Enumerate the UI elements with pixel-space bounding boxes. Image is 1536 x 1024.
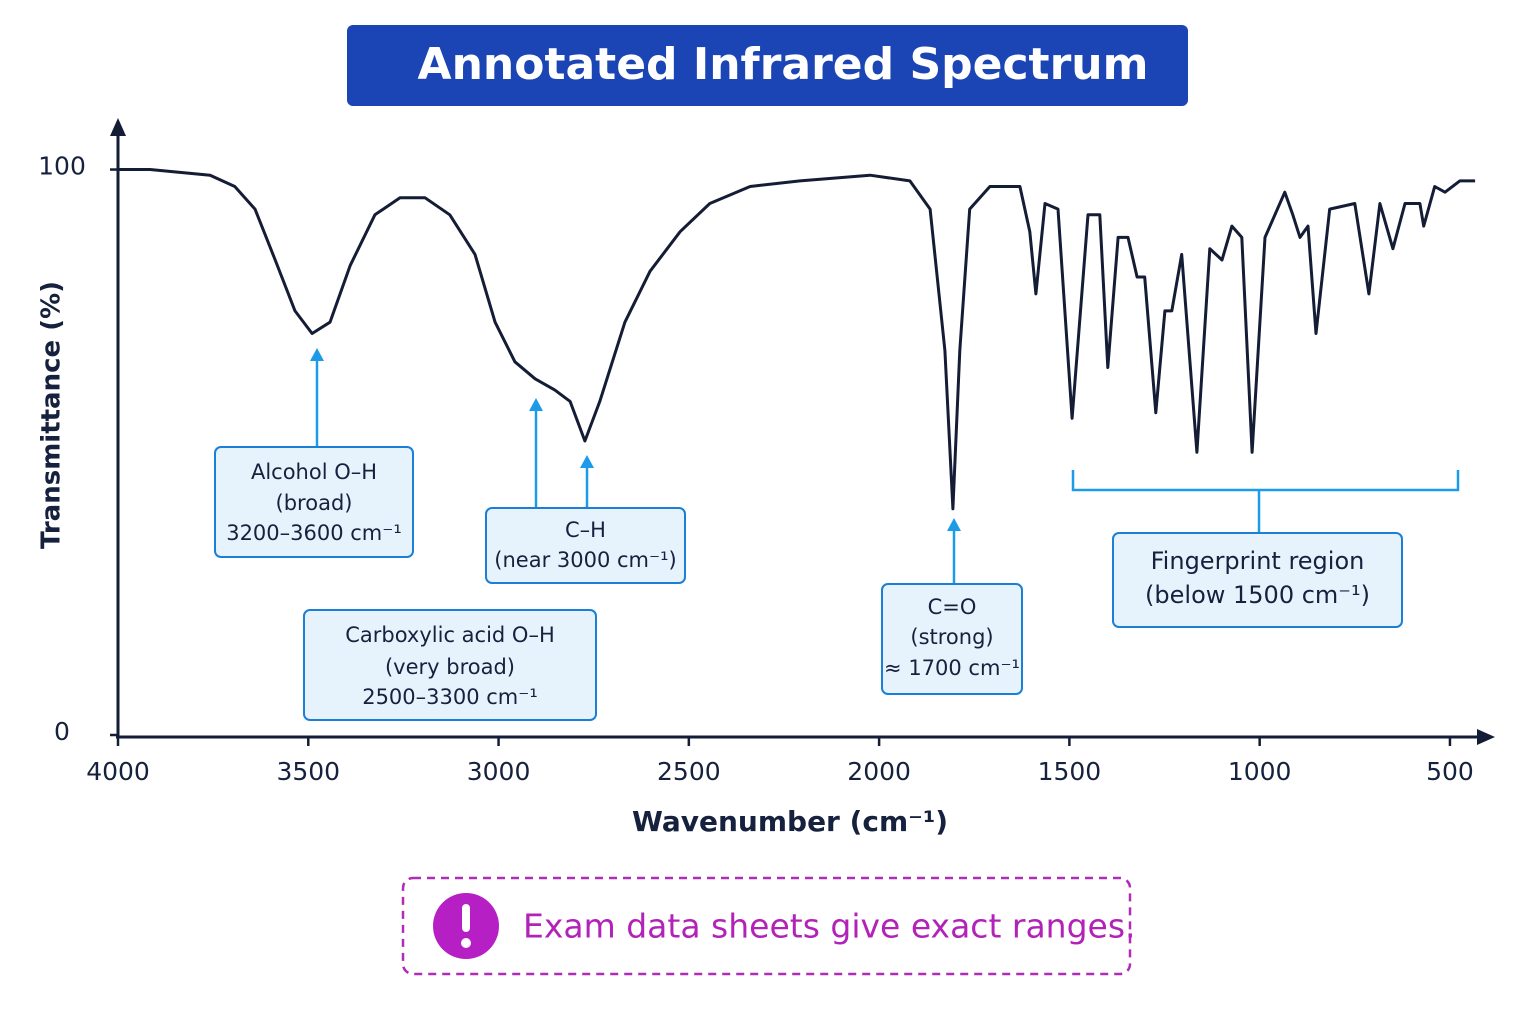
annotation-text: (very broad) xyxy=(385,655,515,679)
x-tick-label: 4000 xyxy=(86,757,150,786)
note-icon-dot xyxy=(461,938,471,948)
annotation-text: Carboxylic acid O–H xyxy=(345,623,555,647)
note-text: Exam data sheets give exact ranges. xyxy=(523,907,1136,946)
annotation-text: C=O xyxy=(928,595,977,619)
spectrum-line xyxy=(118,168,1476,511)
y-tick-label: 100 xyxy=(38,152,86,181)
x-tick-label: 1500 xyxy=(1038,757,1102,786)
x-tick-label: 3500 xyxy=(276,757,340,786)
annotation-arrowhead xyxy=(580,455,594,468)
annotation-text: Alcohol O–H xyxy=(251,460,377,484)
annotation-box xyxy=(303,609,597,721)
annotation-text: (near 3000 cm⁻¹) xyxy=(494,548,676,572)
annotation-text: 3200–3600 cm⁻¹ xyxy=(226,521,402,545)
note-icon-bar xyxy=(462,904,470,932)
note-box xyxy=(401,876,1132,976)
axes xyxy=(116,130,1485,739)
annotation-text: (broad) xyxy=(276,491,353,515)
x-tick-label: 2500 xyxy=(657,757,721,786)
y-axis-label: Transmittance (%) xyxy=(37,281,67,549)
annotation-text: Fingerprint region xyxy=(1151,547,1365,575)
x-tick-label: 2000 xyxy=(847,757,911,786)
x-tick-label: 1000 xyxy=(1228,757,1292,786)
annotation-box xyxy=(881,583,1023,695)
annotation-box xyxy=(485,507,686,584)
annotation-arrowhead xyxy=(529,398,543,411)
x-axis-label: Wavenumber (cm⁻¹) xyxy=(632,805,948,838)
fingerprint-bracket xyxy=(1071,470,1460,533)
chart-title: Annotated Infrared Spectrum xyxy=(418,39,1149,90)
y-tick-label: 0 xyxy=(54,717,70,746)
annotation-text: C–H xyxy=(565,518,606,542)
annotation-box xyxy=(214,446,414,558)
x-axis-arrow xyxy=(1477,729,1495,745)
annotation-arrowhead xyxy=(947,518,961,531)
title-box xyxy=(347,25,1188,106)
y-axis-arrow xyxy=(110,118,126,136)
annotation-text: 2500–3300 cm⁻¹ xyxy=(362,685,538,709)
annotation-box xyxy=(1112,532,1403,628)
annotation-text: (strong) xyxy=(910,625,993,649)
annotation-text: (below 1500 cm⁻¹) xyxy=(1145,581,1370,609)
annotation-text: ≈ 1700 cm⁻¹ xyxy=(884,656,1020,680)
x-tick-label: 500 xyxy=(1426,757,1474,786)
annotation-arrowhead xyxy=(310,348,324,361)
x-tick-label: 3000 xyxy=(467,757,531,786)
